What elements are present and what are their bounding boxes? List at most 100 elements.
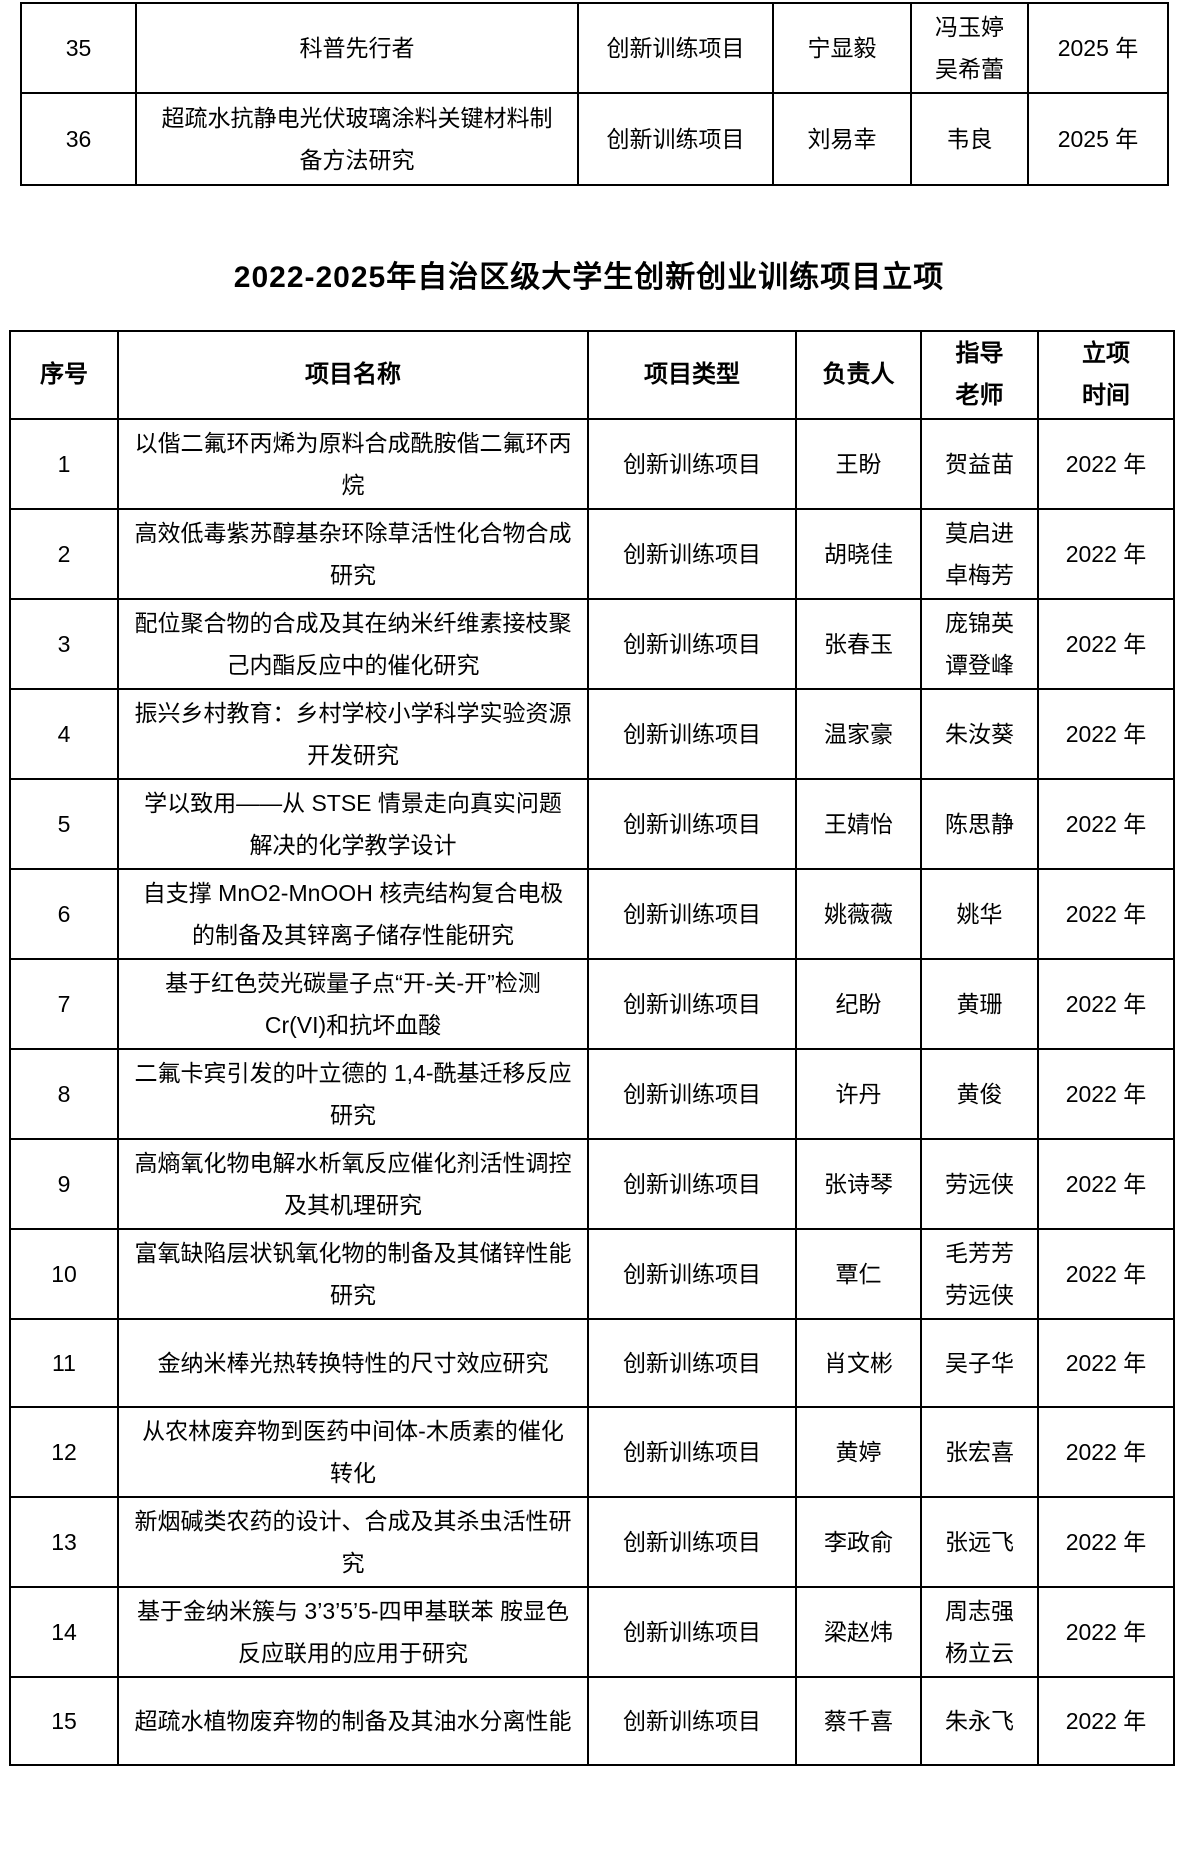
table-row: 7 基于红色荧光碳量子点“开-关-开”检测 Cr(VI)和抗坏血酸 创新训练项目… bbox=[9, 958, 1175, 1050]
projects-table-continued: 35 科普先行者 创新训练项目 宁显毅 冯玉婷 吴希蕾 2025 年 36 超疏… bbox=[20, 2, 1169, 186]
cell-serial: 36 bbox=[20, 92, 137, 186]
projects-table-2022: 序号 项目名称 项目类型 负责人 指导 老师 立项 时间 1 以偕二氟环丙烯为原… bbox=[9, 330, 1175, 1766]
cell-project-name: 基于金纳米簇与 3’3’5’5-四甲基联苯 胺显色反应联用的应用于研究 bbox=[117, 1586, 589, 1678]
cell-serial: 9 bbox=[9, 1138, 119, 1230]
cell-serial: 8 bbox=[9, 1048, 119, 1140]
table-row: 12 从农林废弃物到医药中间体-木质素的催化转化 创新训练项目 黄婷 张宏喜 2… bbox=[9, 1406, 1175, 1498]
cell-project-type: 创新训练项目 bbox=[587, 598, 797, 690]
cell-project-type: 创新训练项目 bbox=[587, 1496, 797, 1588]
cell-advisor: 陈思静 bbox=[920, 778, 1039, 870]
cell-project-name: 以偕二氟环丙烯为原料合成酰胺偕二氟环丙烷 bbox=[117, 418, 589, 510]
table-row: 6 自支撑 MnO2-MnOOH 核壳结构复合电极的制备及其锌离子储存性能研究 … bbox=[9, 868, 1175, 960]
cell-project-name: 配位聚合物的合成及其在纳米纤维素接枝聚己内酯反应中的催化研究 bbox=[117, 598, 589, 690]
cell-leader: 覃仁 bbox=[795, 1228, 922, 1320]
cell-advisor: 朱汝葵 bbox=[920, 688, 1039, 780]
cell-leader: 姚薇薇 bbox=[795, 868, 922, 960]
cell-year: 2022 年 bbox=[1037, 508, 1175, 600]
cell-year: 2025 年 bbox=[1027, 2, 1169, 94]
cell-project-name: 富氧缺陷层状钒氧化物的制备及其储锌性能研究 bbox=[117, 1228, 589, 1320]
cell-year: 2022 年 bbox=[1037, 1318, 1175, 1408]
cell-serial: 11 bbox=[9, 1318, 119, 1408]
cell-leader: 肖文彬 bbox=[795, 1318, 922, 1408]
table-body: 35 科普先行者 创新训练项目 宁显毅 冯玉婷 吴希蕾 2025 年 36 超疏… bbox=[20, 2, 1169, 186]
table-row: 11 金纳米棒光热转换特性的尺寸效应研究 创新训练项目 肖文彬 吴子华 2022… bbox=[9, 1318, 1175, 1408]
cell-advisor: 韦良 bbox=[910, 92, 1029, 186]
table-row: 13 新烟碱类农药的设计、合成及其杀虫活性研究 创新训练项目 李政俞 张远飞 2… bbox=[9, 1496, 1175, 1588]
cell-serial: 1 bbox=[9, 418, 119, 510]
cell-project-type: 创新训练项目 bbox=[587, 418, 797, 510]
cell-year: 2022 年 bbox=[1037, 1406, 1175, 1498]
table-row: 5 学以致用——从 STSE 情景走向真实问题解决的化学教学设计 创新训练项目 … bbox=[9, 778, 1175, 870]
cell-advisor: 姚华 bbox=[920, 868, 1039, 960]
cell-advisor: 冯玉婷 吴希蕾 bbox=[910, 2, 1029, 94]
cell-leader: 温家豪 bbox=[795, 688, 922, 780]
table-row: 1 以偕二氟环丙烯为原料合成酰胺偕二氟环丙烷 创新训练项目 王盼 贺益苗 202… bbox=[9, 418, 1175, 510]
cell-year: 2022 年 bbox=[1037, 778, 1175, 870]
cell-serial: 7 bbox=[9, 958, 119, 1050]
cell-leader: 王盼 bbox=[795, 418, 922, 510]
cell-serial: 10 bbox=[9, 1228, 119, 1320]
header-project-name: 项目名称 bbox=[117, 330, 589, 420]
cell-project-type: 创新训练项目 bbox=[587, 1228, 797, 1320]
cell-year: 2022 年 bbox=[1037, 1138, 1175, 1230]
cell-leader: 黄婷 bbox=[795, 1406, 922, 1498]
cell-leader: 蔡千喜 bbox=[795, 1676, 922, 1766]
header-year: 立项 时间 bbox=[1037, 330, 1175, 420]
cell-leader: 许丹 bbox=[795, 1048, 922, 1140]
table-row: 10 富氧缺陷层状钒氧化物的制备及其储锌性能研究 创新训练项目 覃仁 毛芳芳 劳… bbox=[9, 1228, 1175, 1320]
cell-project-type: 创新训练项目 bbox=[587, 958, 797, 1050]
cell-project-name: 从农林废弃物到医药中间体-木质素的催化转化 bbox=[117, 1406, 589, 1498]
cell-serial: 13 bbox=[9, 1496, 119, 1588]
cell-advisor: 劳远侠 bbox=[920, 1138, 1039, 1230]
cell-leader: 梁赵炜 bbox=[795, 1586, 922, 1678]
table-row: 35 科普先行者 创新训练项目 宁显毅 冯玉婷 吴希蕾 2025 年 bbox=[20, 2, 1169, 94]
header-leader: 负责人 bbox=[795, 330, 922, 420]
cell-leader: 张春玉 bbox=[795, 598, 922, 690]
table-row: 2 高效低毒紫苏醇基杂环除草活性化合物合成研究 创新训练项目 胡晓佳 莫启进 卓… bbox=[9, 508, 1175, 600]
table-header-row: 序号 项目名称 项目类型 负责人 指导 老师 立项 时间 bbox=[9, 330, 1175, 420]
table-body: 1 以偕二氟环丙烯为原料合成酰胺偕二氟环丙烷 创新训练项目 王盼 贺益苗 202… bbox=[9, 418, 1175, 1766]
table-row: 36 超疏水抗静电光伏玻璃涂料关键材料制备方法研究 创新训练项目 刘易幸 韦良 … bbox=[20, 92, 1169, 186]
cell-project-type: 创新训练项目 bbox=[587, 1586, 797, 1678]
cell-year: 2022 年 bbox=[1037, 598, 1175, 690]
cell-project-type: 创新训练项目 bbox=[577, 2, 774, 94]
cell-project-type: 创新训练项目 bbox=[587, 688, 797, 780]
header-serial: 序号 bbox=[9, 330, 119, 420]
cell-project-type: 创新训练项目 bbox=[587, 1048, 797, 1140]
cell-serial: 12 bbox=[9, 1406, 119, 1498]
cell-project-name: 超疏水植物废弃物的制备及其油水分离性能 bbox=[117, 1676, 589, 1766]
header-advisor: 指导 老师 bbox=[920, 330, 1039, 420]
table-row: 8 二氟卡宾引发的叶立德的 1,4-酰基迁移反应研究 创新训练项目 许丹 黄俊 … bbox=[9, 1048, 1175, 1140]
cell-year: 2022 年 bbox=[1037, 1586, 1175, 1678]
cell-project-type: 创新训练项目 bbox=[587, 868, 797, 960]
cell-leader: 李政俞 bbox=[795, 1496, 922, 1588]
cell-advisor: 毛芳芳 劳远侠 bbox=[920, 1228, 1039, 1320]
cell-project-type: 创新训练项目 bbox=[587, 1318, 797, 1408]
cell-project-name: 新烟碱类农药的设计、合成及其杀虫活性研究 bbox=[117, 1496, 589, 1588]
cell-serial: 4 bbox=[9, 688, 119, 780]
cell-project-type: 创新训练项目 bbox=[587, 508, 797, 600]
cell-project-name: 科普先行者 bbox=[135, 2, 579, 94]
table-row: 14 基于金纳米簇与 3’3’5’5-四甲基联苯 胺显色反应联用的应用于研究 创… bbox=[9, 1586, 1175, 1678]
cell-advisor: 莫启进 卓梅芳 bbox=[920, 508, 1039, 600]
cell-advisor: 张远飞 bbox=[920, 1496, 1039, 1588]
cell-serial: 3 bbox=[9, 598, 119, 690]
cell-leader: 刘易幸 bbox=[772, 92, 912, 186]
cell-project-name: 二氟卡宾引发的叶立德的 1,4-酰基迁移反应研究 bbox=[117, 1048, 589, 1140]
cell-advisor: 张宏喜 bbox=[920, 1406, 1039, 1498]
table-row: 15 超疏水植物废弃物的制备及其油水分离性能 创新训练项目 蔡千喜 朱永飞 20… bbox=[9, 1676, 1175, 1766]
cell-advisor: 吴子华 bbox=[920, 1318, 1039, 1408]
cell-project-type: 创新训练项目 bbox=[587, 1676, 797, 1766]
header-project-type: 项目类型 bbox=[587, 330, 797, 420]
table-row: 4 振兴乡村教育：乡村学校小学科学实验资源开发研究 创新训练项目 温家豪 朱汝葵… bbox=[9, 688, 1175, 780]
cell-advisor: 庞锦英 谭登峰 bbox=[920, 598, 1039, 690]
cell-serial: 5 bbox=[9, 778, 119, 870]
cell-project-name: 超疏水抗静电光伏玻璃涂料关键材料制备方法研究 bbox=[135, 92, 579, 186]
cell-project-name: 学以致用——从 STSE 情景走向真实问题解决的化学教学设计 bbox=[117, 778, 589, 870]
cell-year: 2022 年 bbox=[1037, 418, 1175, 510]
cell-advisor: 朱永飞 bbox=[920, 1676, 1039, 1766]
cell-year: 2022 年 bbox=[1037, 688, 1175, 780]
cell-leader: 宁显毅 bbox=[772, 2, 912, 94]
cell-year: 2022 年 bbox=[1037, 1228, 1175, 1320]
cell-project-name: 高效低毒紫苏醇基杂环除草活性化合物合成研究 bbox=[117, 508, 589, 600]
